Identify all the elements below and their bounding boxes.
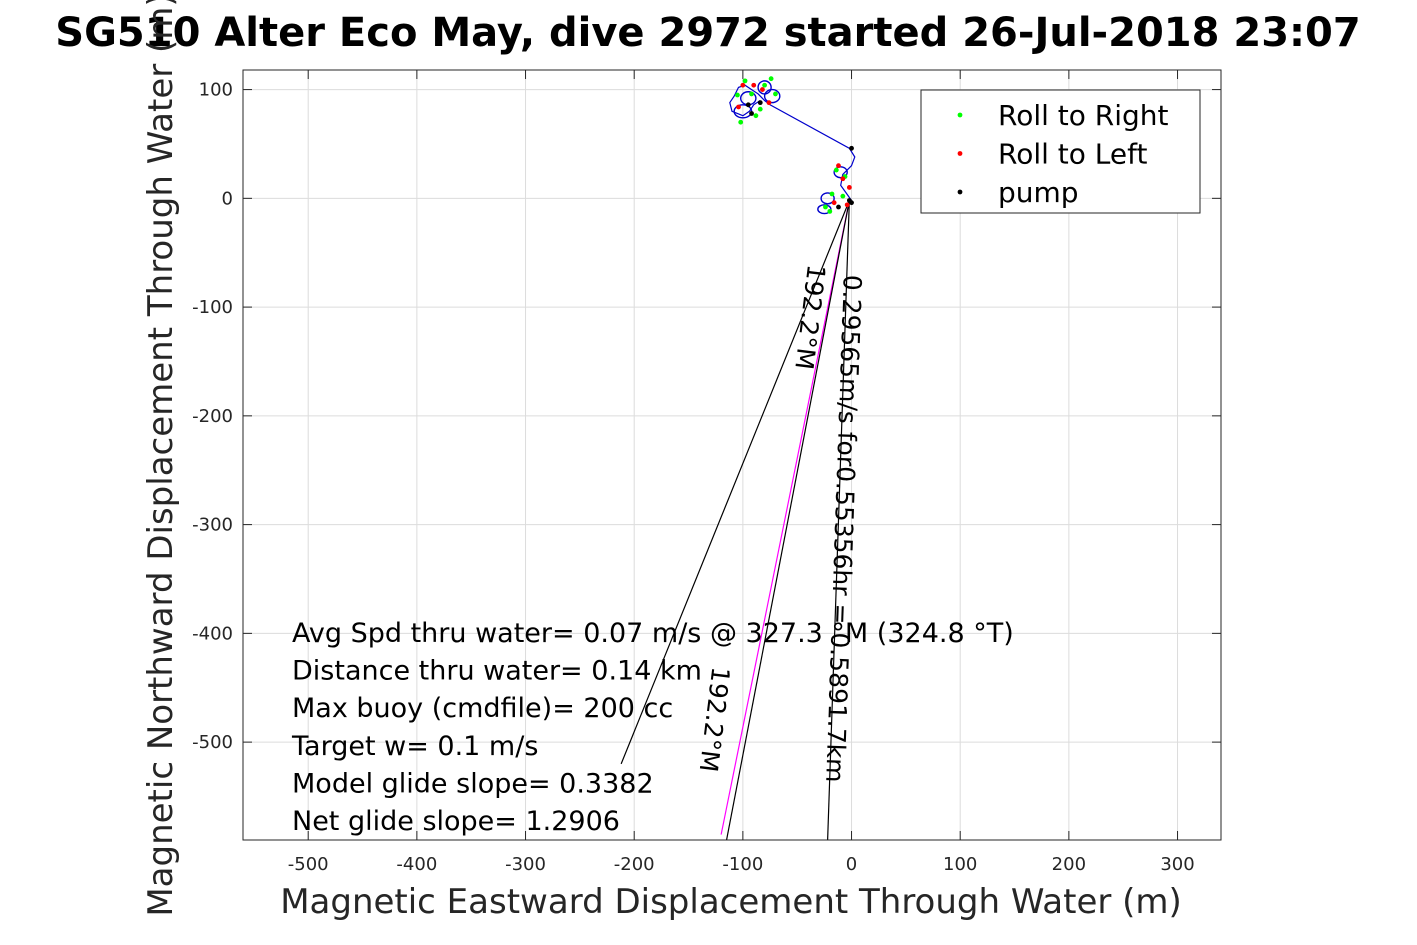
track-line [729,84,856,201]
y-axis-label: Magnetic Northward Displacement Through … [141,0,181,917]
series-point [768,76,774,82]
legend-marker [957,189,963,195]
y-tick-label: -400 [192,623,233,644]
y-tick-label: -300 [192,515,233,536]
chart-title: SG510 Alter Eco May, dive 2972 started 2… [55,10,1360,56]
legend-label: Roll to Right [998,99,1169,132]
track-loop [763,88,781,104]
series-point [760,87,765,92]
series-point [823,204,828,210]
stats-line: Max buoy (cmdfile)= 200 cc [292,693,673,724]
y-tick-label: 0 [222,188,233,209]
series-point [846,185,852,190]
series-point [836,204,841,210]
stats-line: Model glide slope= 0.3382 [292,768,654,799]
heading-line [725,200,850,840]
series-point [738,119,744,125]
series-point [773,91,778,97]
series-point [840,193,846,199]
series-point [749,91,754,97]
series-point [736,104,741,110]
y-tick-label: -200 [192,406,233,427]
x-tick-label: 100 [943,854,977,875]
legend-label: Roll to Left [998,138,1147,171]
y-tick-label: 100 [199,80,233,101]
heading-line [720,200,850,835]
series-point [751,82,757,88]
track-loop [817,204,832,215]
x-axis-label: Magnetic Eastward Displacement Through W… [280,882,1182,922]
series-point [849,200,854,206]
x-tick-label: -200 [614,854,655,875]
track-loop [833,166,848,179]
stats-line: Net glide slope= 1.2906 [292,806,620,837]
series-point [735,92,740,98]
series-point [757,106,763,112]
x-tick-label: 0 [846,854,857,875]
stats-annotation: Avg Spd thru water= 0.07 m/s @ 327.3 °M … [291,618,1014,837]
series-point [833,167,839,173]
series-point [849,145,854,151]
x-tick-label: -300 [505,854,546,875]
x-tick-label: 200 [1052,854,1086,875]
stats-line: Target w= 0.1 m/s [291,731,538,762]
series-point [836,163,841,169]
data-layer [620,76,856,840]
y-tick-label: -500 [192,732,233,753]
series-point [762,82,767,88]
series-point [829,191,835,197]
track-loop [820,192,835,205]
heading-line [620,200,850,765]
plot-frame [242,69,1222,841]
legend: Roll to Right Roll to Left pump [920,89,1201,214]
x-tick-label: -500 [288,854,329,875]
legend-label: pump [998,176,1079,209]
series-point [749,111,754,116]
series-point [831,200,837,206]
series-point [766,100,772,106]
stats-line: Avg Spd thru water= 0.07 m/s @ 327.3 °M … [292,618,1014,649]
series-point [745,102,751,108]
series-point [740,82,746,88]
heading-line [827,200,850,840]
y-tick-label: -100 [192,297,233,318]
stats-line: Distance thru water= 0.14 km [292,656,702,687]
series-point [753,113,759,119]
legend-marker [957,151,963,156]
x-tick-label: -400 [396,854,437,875]
series-point [742,78,748,84]
legend-box [920,89,1201,214]
x-tick-label: -100 [722,854,763,875]
tick-layer: -500 -400 -300 -200 -100 0 100 200 300 -500 -400 -3… [192,70,1221,875]
series-point [757,100,763,106]
series-point [827,208,833,214]
legend-marker [957,112,963,118]
x-tick-label: 300 [1160,854,1194,875]
series-point [844,202,850,208]
series-point [840,176,846,182]
